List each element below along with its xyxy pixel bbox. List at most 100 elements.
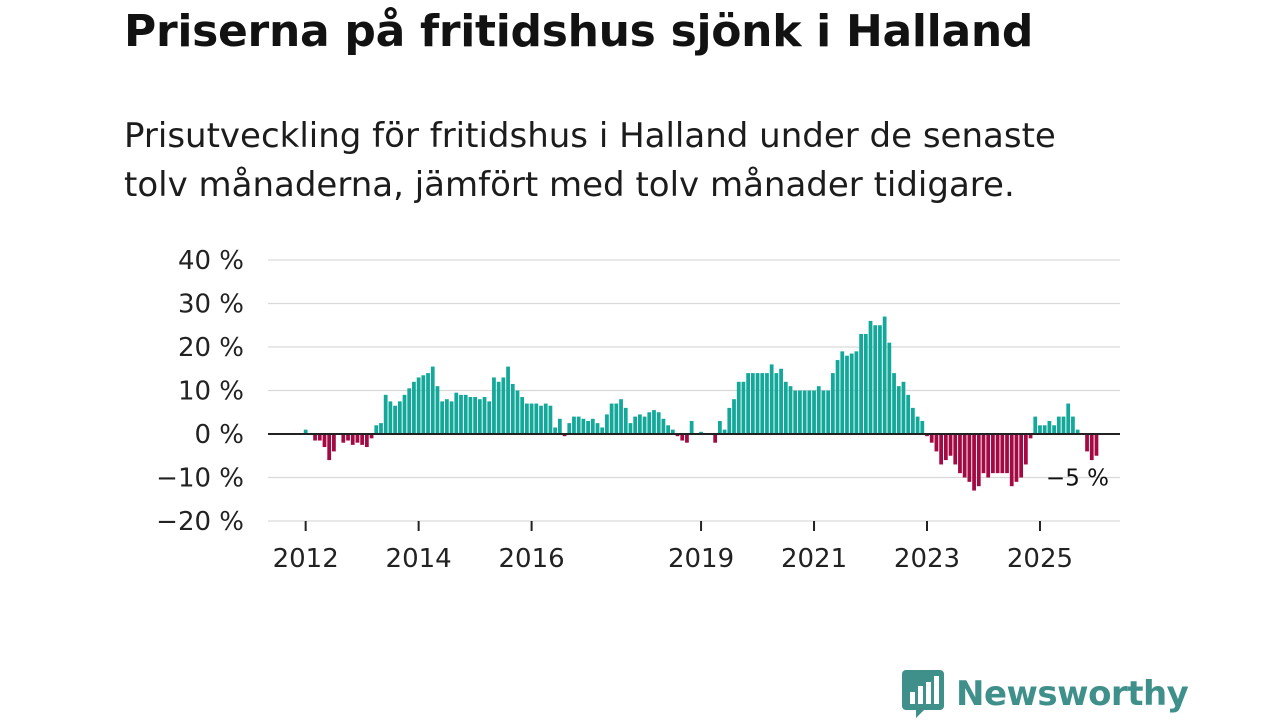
bar — [397, 401, 402, 434]
bar — [543, 403, 548, 434]
x-tick-label: 2021 — [781, 544, 847, 574]
bar — [327, 434, 332, 461]
bar — [600, 427, 605, 434]
bar — [1085, 434, 1089, 452]
bar — [1061, 416, 1066, 434]
bar — [364, 434, 369, 448]
bar — [854, 351, 859, 434]
bar — [515, 390, 520, 434]
bar — [473, 397, 477, 434]
bar — [332, 434, 336, 452]
bar — [623, 407, 628, 434]
bar — [1075, 429, 1080, 434]
bar — [896, 386, 901, 434]
bar — [1042, 425, 1047, 434]
bar — [830, 373, 835, 434]
bar — [713, 434, 718, 443]
bar — [670, 429, 675, 434]
bar — [911, 407, 915, 434]
bar — [477, 399, 482, 434]
bar — [510, 383, 515, 434]
bar — [1000, 434, 1005, 474]
bar — [812, 390, 816, 434]
bar — [915, 416, 920, 434]
bar — [953, 434, 958, 465]
bar — [929, 434, 934, 443]
bar — [322, 434, 327, 448]
x-tick-label: 2023 — [894, 544, 960, 574]
bar — [666, 425, 670, 434]
bar — [689, 420, 694, 434]
bar — [906, 394, 911, 434]
bar — [788, 386, 793, 434]
bar — [440, 401, 445, 434]
bar — [501, 377, 506, 434]
bar — [581, 418, 586, 434]
bar — [449, 401, 454, 434]
bar — [421, 375, 426, 434]
bar — [925, 434, 929, 437]
bar — [1066, 403, 1071, 434]
bar — [750, 373, 755, 434]
bar — [1023, 434, 1028, 465]
bar — [661, 418, 666, 434]
bar — [430, 366, 435, 434]
bar — [939, 434, 944, 465]
bar — [972, 434, 976, 491]
bar — [882, 316, 887, 434]
bar — [967, 434, 972, 482]
newsworthy-logo-icon — [902, 670, 944, 718]
bar — [675, 434, 680, 437]
bar — [360, 434, 365, 445]
bar — [586, 420, 590, 434]
bar — [496, 381, 501, 434]
bar — [798, 390, 802, 434]
bar — [920, 420, 925, 434]
bar — [416, 377, 421, 434]
bar — [652, 410, 656, 434]
bar — [685, 434, 689, 443]
bar — [317, 434, 322, 441]
bar — [783, 381, 788, 434]
end-value-label: −5 % — [1046, 466, 1109, 492]
bar — [863, 333, 868, 434]
bar — [656, 412, 661, 434]
bar — [369, 434, 374, 439]
bar — [741, 381, 746, 434]
bar — [1094, 434, 1099, 456]
bar — [637, 414, 642, 434]
y-tick-label: 40 % — [178, 246, 244, 276]
bar — [765, 373, 769, 434]
bar — [534, 403, 539, 434]
bar — [943, 434, 948, 461]
bar — [892, 373, 896, 434]
bar — [807, 390, 812, 434]
bar — [802, 390, 807, 434]
bar — [590, 418, 595, 434]
bar — [868, 320, 873, 434]
bar — [412, 381, 416, 434]
chart-subtitle: Prisutveckling för fritidshus i Halland … — [124, 116, 1056, 205]
bar — [1052, 425, 1056, 434]
bar — [383, 394, 388, 434]
bar — [402, 394, 407, 434]
bar — [426, 373, 430, 434]
bar — [539, 405, 543, 434]
bar — [355, 434, 360, 443]
bar — [976, 434, 981, 487]
bar — [1038, 425, 1042, 434]
bar — [859, 333, 863, 434]
bar — [873, 325, 878, 434]
bar — [1005, 434, 1009, 474]
bar — [444, 399, 449, 434]
bar — [826, 390, 831, 434]
bar — [1014, 434, 1019, 482]
bar — [835, 360, 840, 434]
bar — [647, 412, 652, 434]
bar — [840, 351, 845, 434]
bar — [901, 381, 906, 434]
bar — [468, 397, 473, 434]
bar — [1028, 434, 1033, 439]
bar — [567, 423, 572, 434]
bar — [699, 431, 703, 434]
